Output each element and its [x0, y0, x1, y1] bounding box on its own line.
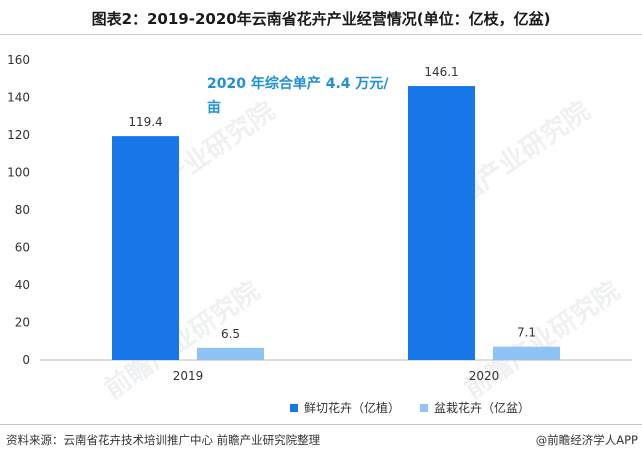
brand-credit: @前瞻经济学人APP [535, 433, 638, 447]
bar [112, 136, 179, 360]
y-tick-label: 140 [7, 91, 30, 105]
data-label: 7.1 [517, 326, 536, 340]
bar [197, 347, 264, 360]
data-label: 146.1 [424, 65, 458, 79]
y-tick-label: 100 [7, 166, 30, 180]
x-tick-label: 2020 [469, 369, 500, 383]
annotation-text: 2020 年综合单产 4.4 万元/亩 [207, 76, 389, 116]
bar-chart: 0 20 40 60 80 100 120 140 160 119.4 6.5 2019 146.1 7.… [7, 53, 632, 383]
legend-label-series2: 盆栽花卉（亿盆） [434, 401, 531, 415]
data-label: 119.4 [128, 115, 162, 129]
y-tick-label: 40 [15, 278, 30, 292]
y-tick-label: 80 [15, 203, 30, 217]
bar [493, 346, 560, 360]
legend-label-series1: 鲜切花卉（亿植） [304, 401, 401, 415]
y-tick-label: 0 [22, 353, 30, 367]
source-note: 资料来源：云南省花卉技术培训推广中心 前瞻产业研究院整理 [6, 433, 321, 447]
y-tick-label: 20 [15, 316, 30, 330]
footer-divider [0, 424, 642, 425]
bar [408, 86, 475, 360]
legend-swatch-series1 [290, 403, 298, 412]
y-tick-label: 60 [15, 241, 30, 255]
chart-title: 图表2：2019-2020年云南省花卉产业经营情况(单位：亿枝，亿盆) [91, 10, 551, 28]
y-tick-label: 120 [7, 128, 30, 142]
data-label: 6.5 [221, 327, 240, 341]
legend-item-series2: 盆栽花卉（亿盆） [420, 399, 530, 416]
y-tick-label: 160 [7, 53, 30, 67]
legend-item-series1: 鲜切花卉（亿植） [290, 399, 400, 416]
x-tick-label: 2019 [173, 369, 204, 383]
title-divider [0, 34, 642, 35]
legend-swatch-series2 [420, 403, 428, 412]
